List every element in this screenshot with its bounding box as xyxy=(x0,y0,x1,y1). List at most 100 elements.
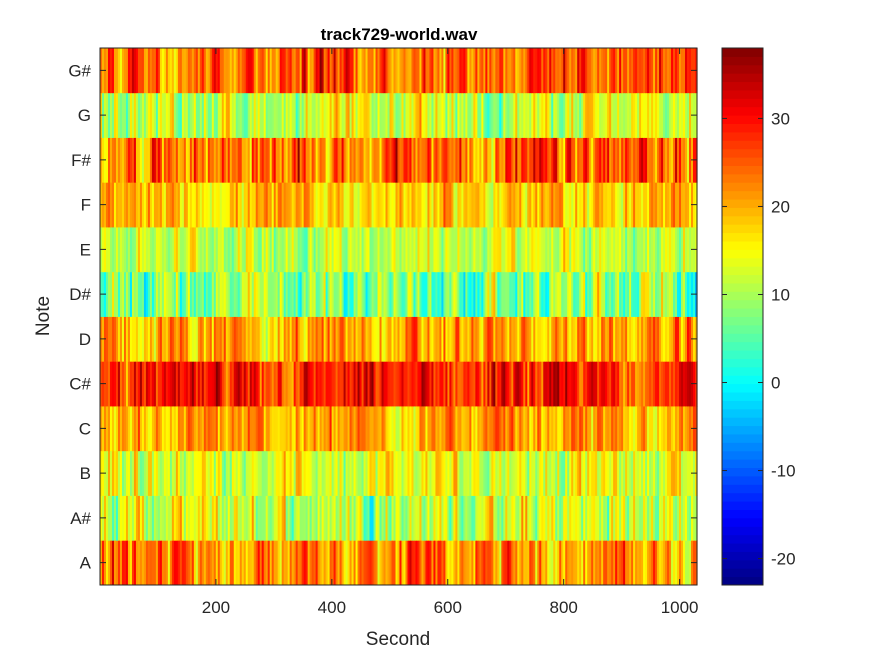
heatmap-cell xyxy=(407,227,411,273)
heatmap-cell xyxy=(611,92,614,138)
heatmap-cell xyxy=(261,271,265,317)
heatmap-cell xyxy=(513,316,516,362)
heatmap-cell xyxy=(501,227,504,273)
heatmap-cell xyxy=(639,406,642,452)
heatmap-cell xyxy=(483,316,486,362)
heatmap-cell xyxy=(541,92,544,138)
heatmap-cell xyxy=(455,361,458,407)
heatmap-cell xyxy=(455,271,458,317)
heatmap-cell xyxy=(451,361,455,407)
heatmap-cell xyxy=(213,540,217,586)
heatmap-cell xyxy=(387,92,391,138)
heatmap-cell xyxy=(253,495,257,541)
heatmap-cell xyxy=(669,495,672,541)
heatmap-cell xyxy=(569,92,572,138)
heatmap-cell xyxy=(549,227,552,273)
heatmap-cell xyxy=(619,92,622,138)
heatmap-cell xyxy=(431,182,435,228)
heatmap-cell xyxy=(321,495,325,541)
heatmap-cell xyxy=(219,227,223,273)
heatmap-cell xyxy=(235,271,239,317)
heatmap-cell xyxy=(681,540,684,586)
heatmap-cell xyxy=(173,406,177,452)
heatmap-cell xyxy=(655,361,658,407)
heatmap-cell xyxy=(367,92,371,138)
heatmap-cell xyxy=(317,540,321,586)
heatmap-cell xyxy=(591,540,594,586)
heatmap-cell xyxy=(175,406,179,452)
heatmap-cell xyxy=(447,540,451,586)
heatmap-cell xyxy=(225,92,229,138)
heatmap-cell xyxy=(255,316,259,362)
heatmap-cell xyxy=(399,92,403,138)
heatmap-cell xyxy=(477,182,480,228)
heatmap-cell xyxy=(587,227,590,273)
heatmap-cell xyxy=(151,271,155,317)
heatmap-cell xyxy=(645,406,648,452)
heatmap-cell xyxy=(493,227,496,273)
heatmap-cell xyxy=(121,450,125,496)
heatmap-cell xyxy=(251,92,255,138)
heatmap-cell xyxy=(357,495,361,541)
heatmap-cell xyxy=(591,48,594,94)
heatmap-cell xyxy=(611,406,614,452)
heatmap-cell xyxy=(431,316,435,362)
heatmap-cell xyxy=(619,406,622,452)
heatmap-cell xyxy=(539,450,542,496)
heatmap-cell xyxy=(309,48,313,94)
heatmap-cell xyxy=(337,495,341,541)
heatmap-cell xyxy=(509,540,512,586)
heatmap-cell xyxy=(457,137,460,183)
heatmap-cell xyxy=(607,361,610,407)
heatmap-cell xyxy=(357,271,361,317)
heatmap-cell xyxy=(115,227,119,273)
heatmap-cell xyxy=(441,271,445,317)
y-tick-label: C# xyxy=(69,375,91,394)
heatmap-cell xyxy=(265,92,269,138)
heatmap-cell xyxy=(689,48,692,94)
heatmap-cell xyxy=(325,48,329,94)
heatmap-cell xyxy=(637,227,640,273)
heatmap-cell xyxy=(257,48,261,94)
heatmap-cell xyxy=(419,92,423,138)
heatmap-cell xyxy=(503,92,506,138)
heatmap-cell xyxy=(421,361,425,407)
heatmap-cell xyxy=(597,92,600,138)
heatmap-cell xyxy=(145,271,149,317)
heatmap-cell xyxy=(447,495,451,541)
heatmap-cell xyxy=(147,406,151,452)
heatmap-cell xyxy=(123,271,127,317)
heatmap-cell xyxy=(637,450,640,496)
heatmap-cell xyxy=(113,450,117,496)
heatmap-cell xyxy=(171,406,175,452)
heatmap-cell xyxy=(271,450,275,496)
heatmap-cell xyxy=(211,495,215,541)
heatmap-cell xyxy=(271,182,275,228)
heatmap-cell xyxy=(631,540,634,586)
heatmap-cell xyxy=(565,406,568,452)
heatmap-cell xyxy=(179,450,183,496)
heatmap-cell xyxy=(249,227,253,273)
heatmap-cell xyxy=(359,227,363,273)
heatmap-cell xyxy=(473,137,476,183)
heatmap-cell xyxy=(573,450,576,496)
heatmap-cell xyxy=(595,227,598,273)
heatmap-cell xyxy=(553,406,556,452)
heatmap-cell xyxy=(321,182,325,228)
heatmap-cell xyxy=(231,406,235,452)
heatmap-cell xyxy=(163,495,167,541)
heatmap-cell xyxy=(615,406,618,452)
heatmap-cell xyxy=(111,48,115,94)
heatmap-cell xyxy=(159,540,163,586)
heatmap-cell xyxy=(235,227,239,273)
heatmap-cell xyxy=(319,450,323,496)
heatmap-cell xyxy=(393,48,397,94)
heatmap-cell xyxy=(339,182,343,228)
heatmap-cell xyxy=(223,48,227,94)
heatmap-cell xyxy=(433,540,437,586)
heatmap-cell xyxy=(187,182,191,228)
heatmap-cell xyxy=(637,495,640,541)
heatmap-cell xyxy=(193,450,197,496)
heatmap-cell xyxy=(603,361,606,407)
heatmap-cell xyxy=(531,92,534,138)
